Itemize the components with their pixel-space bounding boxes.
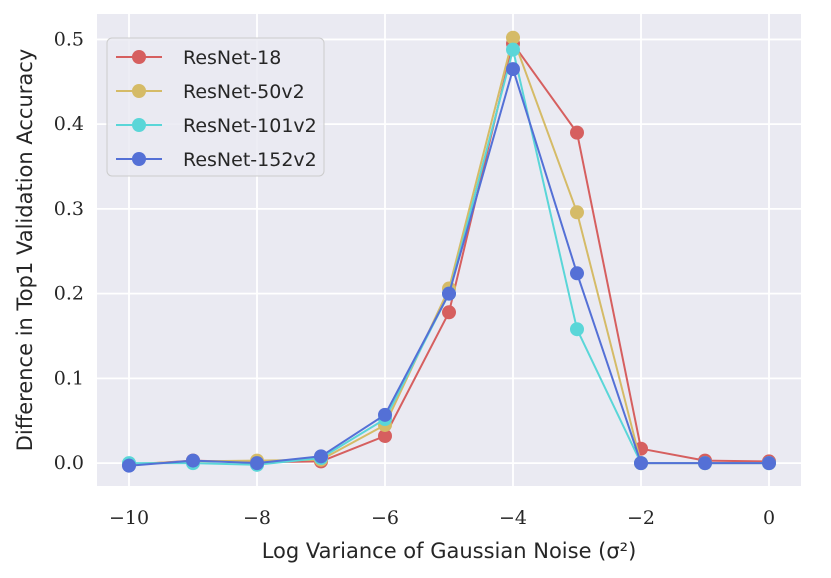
legend-item: ResNet-50v2 (116, 81, 305, 103)
data-point (442, 286, 456, 301)
y-tick-label: 0.0 (54, 452, 84, 474)
x-tick-label: −2 (627, 507, 655, 529)
legend-label: ResNet-101v2 (183, 115, 317, 137)
x-tick-label: −10 (109, 507, 149, 529)
data-point (442, 305, 456, 320)
y-tick-label: 0.1 (54, 367, 84, 389)
data-point (570, 125, 584, 140)
data-point (698, 456, 712, 471)
legend-item: ResNet-101v2 (116, 115, 317, 137)
data-point (186, 453, 200, 468)
data-point (570, 205, 584, 220)
data-point (506, 30, 520, 45)
data-point (570, 266, 584, 281)
y-tick-label: 0.2 (54, 283, 84, 305)
series-resnet-152v2 (122, 62, 776, 473)
x-axis-label: Log Variance of Gaussian Noise (σ²) (262, 539, 637, 563)
data-point (250, 456, 264, 471)
series-group (122, 30, 776, 473)
legend-label: ResNet-152v2 (183, 149, 317, 171)
data-point (506, 42, 520, 57)
legend-item: ResNet-152v2 (116, 149, 317, 171)
legend-label: ResNet-18 (183, 47, 281, 69)
data-point (506, 62, 520, 77)
legend-swatch-marker (132, 84, 146, 98)
data-point (378, 429, 392, 444)
y-tick-label: 0.5 (54, 28, 84, 50)
legend-swatch-marker (132, 152, 146, 166)
legend-item: ResNet-18 (116, 47, 281, 69)
x-tick-label: −6 (371, 507, 399, 529)
legend-swatch-marker (132, 118, 146, 132)
grid-lines (97, 14, 801, 486)
x-tick-label: 0 (763, 507, 775, 529)
data-point (378, 407, 392, 422)
x-tick-label: −4 (499, 507, 527, 529)
legend: ResNet-18 ResNet-50v2 ResNet-101v2 ResNet-1… (106, 37, 325, 177)
data-point (122, 458, 136, 473)
data-point (570, 322, 584, 337)
data-point (762, 456, 776, 471)
data-point (314, 449, 328, 464)
tick-labels: −10 −8 −6 −4 −2 0 0.0 0.1 0.2 0.3 0.4 0.5 (54, 28, 775, 529)
x-tick-label: −8 (243, 507, 271, 529)
legend-frame (106, 37, 325, 177)
y-tick-label: 0.4 (54, 113, 84, 135)
legend-swatch-marker (132, 50, 146, 64)
legend-label: ResNet-50v2 (183, 81, 305, 103)
data-point (634, 456, 648, 471)
y-axis-label: Difference in Top1 Validation Accuracy (13, 49, 37, 451)
y-tick-label: 0.3 (54, 198, 84, 220)
